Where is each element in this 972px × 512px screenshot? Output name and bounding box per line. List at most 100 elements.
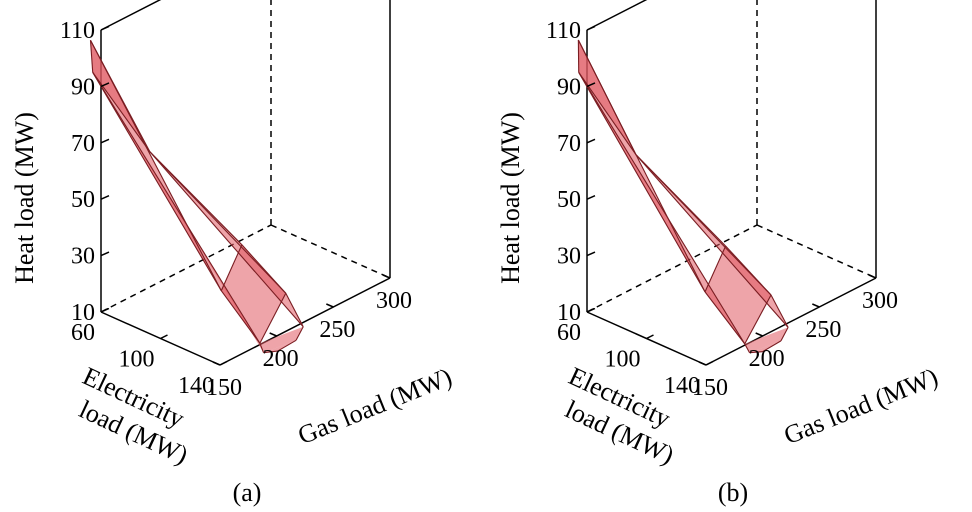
- caption-b: (b): [718, 478, 748, 507]
- z-tick-mark: [100, 195, 110, 200]
- surface-edge: [149, 151, 304, 328]
- z-tick-label: 90: [71, 74, 95, 100]
- surface-edge: [149, 151, 287, 294]
- surface-edge: [285, 292, 304, 328]
- y-tick-mark: [812, 303, 820, 308]
- z-tick-label: 70: [557, 131, 581, 157]
- y-tick-label: 250: [805, 317, 841, 343]
- surface-edge: [259, 292, 287, 344]
- z-tick-mark: [586, 138, 596, 144]
- z-tick-label: 30: [71, 244, 95, 270]
- y-tick-label: 250: [319, 317, 355, 343]
- z-tick-mark: [586, 25, 596, 31]
- caption-a: (a): [233, 478, 262, 507]
- z-tick-label: 30: [557, 244, 581, 270]
- z-tick-mark: [100, 25, 110, 31]
- surface-edge: [220, 290, 261, 344]
- chart-panel-b: 10 30 50 70 90 110 60 100 140 150 200 250 300 Heat l…: [486, 0, 972, 512]
- x-tick-label: 60: [557, 320, 581, 346]
- z-tick-label: 50: [557, 187, 581, 213]
- surface-face: [705, 245, 772, 344]
- y-axis-label-a: Gas load (MW): [294, 362, 456, 450]
- x-tick-mark: [219, 360, 228, 366]
- z-tick-mark: [586, 195, 596, 200]
- box-edge: [219, 277, 391, 366]
- surface-edge: [635, 154, 772, 296]
- surface-edge: [635, 154, 789, 328]
- y-tick-label: 300: [862, 288, 898, 314]
- x-tick-mark: [646, 334, 654, 340]
- surface-edge: [241, 244, 287, 294]
- z-tick-label: 10: [557, 300, 581, 326]
- surface-face: [749, 340, 781, 353]
- y-tick-label: 300: [376, 288, 412, 314]
- chart-panel-a: 10 30 50 70 90 110 60 100 140 150 200 250 300 Heat l…: [10, 0, 456, 507]
- x-tick-mark: [100, 307, 109, 313]
- surface-face: [221, 244, 286, 344]
- surface-edge: [762, 340, 782, 353]
- z-tick-mark: [100, 82, 110, 88]
- surface-edge: [578, 72, 706, 293]
- surface-edge: [89, 40, 94, 73]
- z-tick-label: 110: [60, 18, 95, 44]
- y-tick-mark: [382, 274, 391, 279]
- surface-edge: [92, 72, 222, 292]
- surface-edge: [577, 39, 637, 155]
- x-tick-mark: [160, 334, 168, 340]
- surface-edge: [770, 294, 789, 328]
- x-tick-label: 100: [605, 347, 641, 373]
- z-tick-label: 50: [71, 187, 95, 213]
- y-tick-mark: [698, 361, 707, 366]
- hidden-edge: [100, 224, 272, 313]
- hidden-edge: [756, 224, 877, 279]
- y-tick-label: 150: [692, 375, 728, 401]
- surface-edge: [89, 40, 151, 153]
- surface-face: [259, 326, 304, 353]
- z-tick-mark: [100, 138, 110, 144]
- z-axis-label-b: Heat load (MW): [496, 112, 525, 284]
- surface-edge: [744, 343, 751, 353]
- z-tick-mark: [586, 251, 596, 257]
- y-tick-label: 200: [749, 346, 785, 372]
- y-tick-mark: [212, 361, 221, 366]
- y-tick-mark: [326, 303, 334, 308]
- z-tick-label: 110: [546, 18, 581, 44]
- y-axis-label-b: Gas load (MW): [780, 362, 942, 450]
- surface-edge: [704, 291, 746, 345]
- box-edge: [586, 0, 648, 31]
- y-tick-label: 200: [263, 346, 299, 372]
- y-tick-mark: [868, 274, 877, 279]
- z-tick-mark: [586, 82, 596, 88]
- x-tick-label: 100: [119, 347, 155, 373]
- z-tick-label: 90: [557, 74, 581, 100]
- x-tick-label: 140: [664, 373, 700, 399]
- surface-edge: [749, 351, 763, 354]
- box-edge: [705, 277, 877, 366]
- x-tick-label: 60: [71, 320, 95, 346]
- surface-edge: [578, 72, 746, 345]
- axes-box-a: [100, 0, 391, 366]
- surface-edge: [725, 245, 772, 296]
- x-tick-label: 140: [178, 373, 214, 399]
- z-tick-label: 70: [71, 131, 95, 157]
- y-tick-label: 150: [206, 375, 242, 401]
- surface-edge: [259, 343, 265, 353]
- surface-edge: [744, 294, 772, 345]
- surface-edge: [92, 72, 261, 344]
- z-tick-mark: [100, 251, 110, 257]
- surface-b: [577, 39, 789, 354]
- surface-edge: [704, 245, 727, 293]
- surface-edge: [295, 326, 304, 341]
- surface-a: [89, 40, 304, 354]
- surface-edge: [780, 327, 789, 342]
- box-edge: [100, 0, 162, 31]
- x-tick-mark: [586, 307, 595, 313]
- surface-face: [263, 340, 297, 353]
- surface-edge: [277, 339, 297, 352]
- x-tick-mark: [705, 360, 714, 366]
- surface-face: [744, 327, 789, 353]
